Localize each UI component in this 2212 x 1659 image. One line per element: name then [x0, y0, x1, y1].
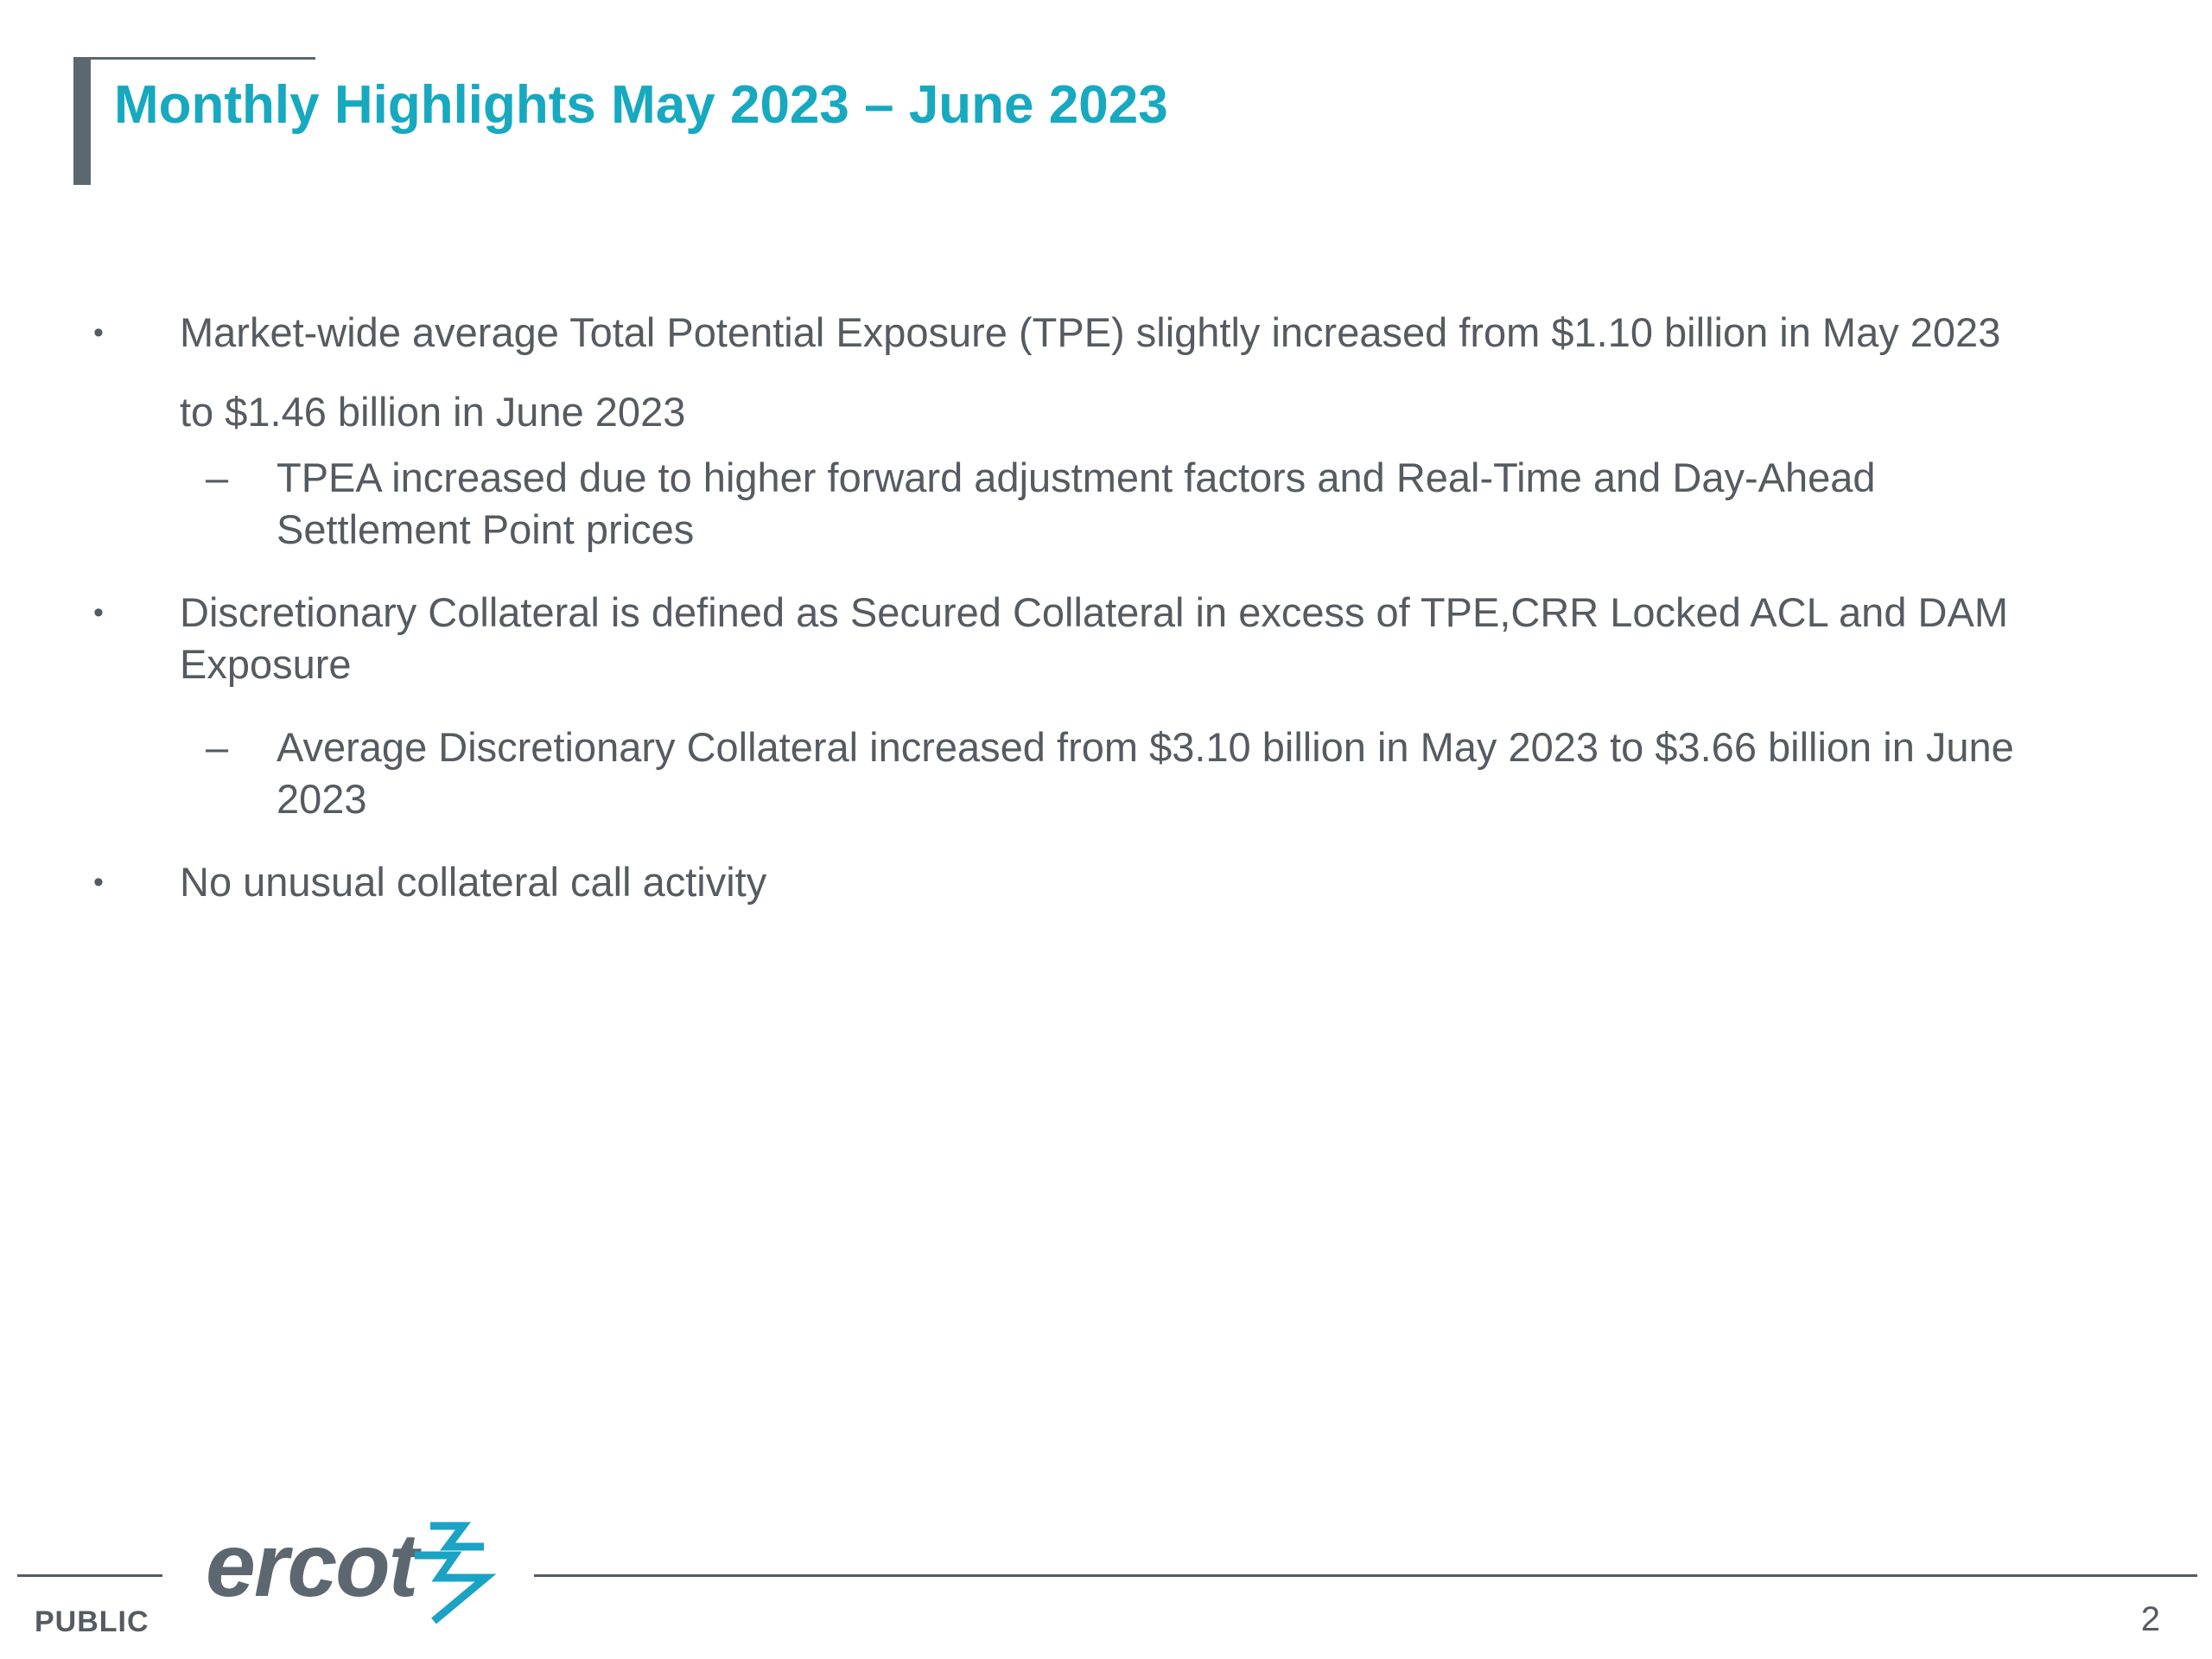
sub-bullet-marker: –	[206, 724, 229, 770]
sub-bullet-item: – TPEA increased due to higher forward a…	[86, 452, 2143, 556]
bullet-text-line: to $1.46 billion in June 2023	[180, 389, 686, 435]
sub-bullet-text-line: 2023	[276, 776, 367, 822]
logo-wordmark: ercot	[206, 1516, 418, 1616]
bullet-item: • Discretionary Collateral is defined as…	[86, 587, 2143, 690]
bullet-item: • No unusual collateral call activity	[86, 856, 2143, 908]
bullet-text-line: Discretionary Collateral is defined as S…	[180, 589, 2008, 635]
ercot-logo: ercot	[206, 1514, 499, 1635]
bullet-item: • Market-wide average Total Potential Ex…	[86, 293, 2143, 452]
bullet-text-line: Exposure	[180, 641, 352, 687]
title-accent-bar	[73, 57, 91, 185]
sub-bullet-text-line: Average Discretionary Collateral increas…	[276, 724, 2014, 770]
sub-bullet-item: – Average Discretionary Collateral incre…	[86, 721, 2143, 825]
page-number: 2	[2140, 1600, 2160, 1638]
bullet-marker: •	[93, 316, 104, 349]
sub-bullet-text-line: Settlement Point prices	[276, 506, 695, 552]
slide-body: • Market-wide average Total Potential Ex…	[86, 307, 2143, 908]
bullet-marker: •	[93, 596, 104, 629]
footer-divider-right	[534, 1574, 2197, 1577]
slide-title: Monthly Highlights May 2023 – June 2023	[114, 75, 1168, 135]
bullet-text-line: No unusual collateral call activity	[180, 859, 767, 905]
classification-label: PUBLIC	[35, 1605, 149, 1638]
bullet-marker: •	[93, 866, 104, 899]
bullet-text-line: Market-wide average Total Potential Expo…	[180, 309, 2001, 355]
lightning-bolt-icon	[415, 1522, 496, 1624]
footer-divider-left	[17, 1574, 162, 1577]
title-accent-line	[73, 57, 315, 60]
sub-bullet-text-line: TPEA increased due to higher forward adj…	[276, 454, 1876, 500]
sub-bullet-marker: –	[206, 454, 229, 500]
